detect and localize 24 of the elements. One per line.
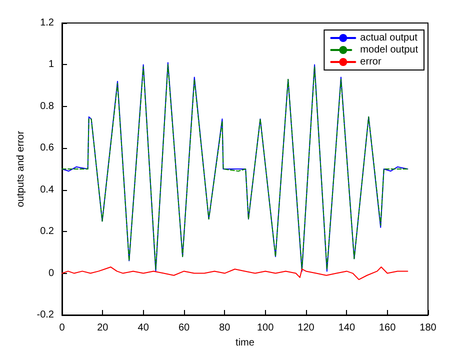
x-tick-label: 120	[298, 322, 315, 334]
x-tick-label: 140	[338, 322, 356, 334]
x-tick-label: 20	[97, 322, 109, 334]
y-tick-label: 0.8	[40, 100, 54, 112]
legend-label: model output	[360, 44, 418, 56]
x-tick-label: 100	[256, 322, 274, 334]
x-tick-label: 160	[378, 322, 396, 334]
x-axis-title: time	[236, 337, 255, 348]
legend-label: error	[360, 56, 382, 68]
y-axis-title: outputs and error	[15, 130, 26, 208]
y-tick-label: 0.6	[40, 142, 54, 154]
y-tick-label: 0	[48, 268, 54, 279]
y-tick-label: 1.2	[40, 18, 54, 28]
y-tick-label: 0.4	[40, 184, 54, 196]
x-tick-label: 0	[59, 322, 66, 334]
line-series	[62, 266, 408, 280]
x-tick-label: 180	[420, 322, 437, 334]
x-tick-label: 40	[138, 322, 150, 334]
y-tick-label: -0.2	[36, 310, 54, 320]
x-tick-label: 80	[219, 322, 231, 334]
legend-label: actual output	[360, 32, 418, 44]
x-tick-label: 60	[178, 322, 190, 334]
y-tick-label: 1	[48, 59, 54, 70]
y-tick-label: 0.2	[40, 226, 54, 238]
